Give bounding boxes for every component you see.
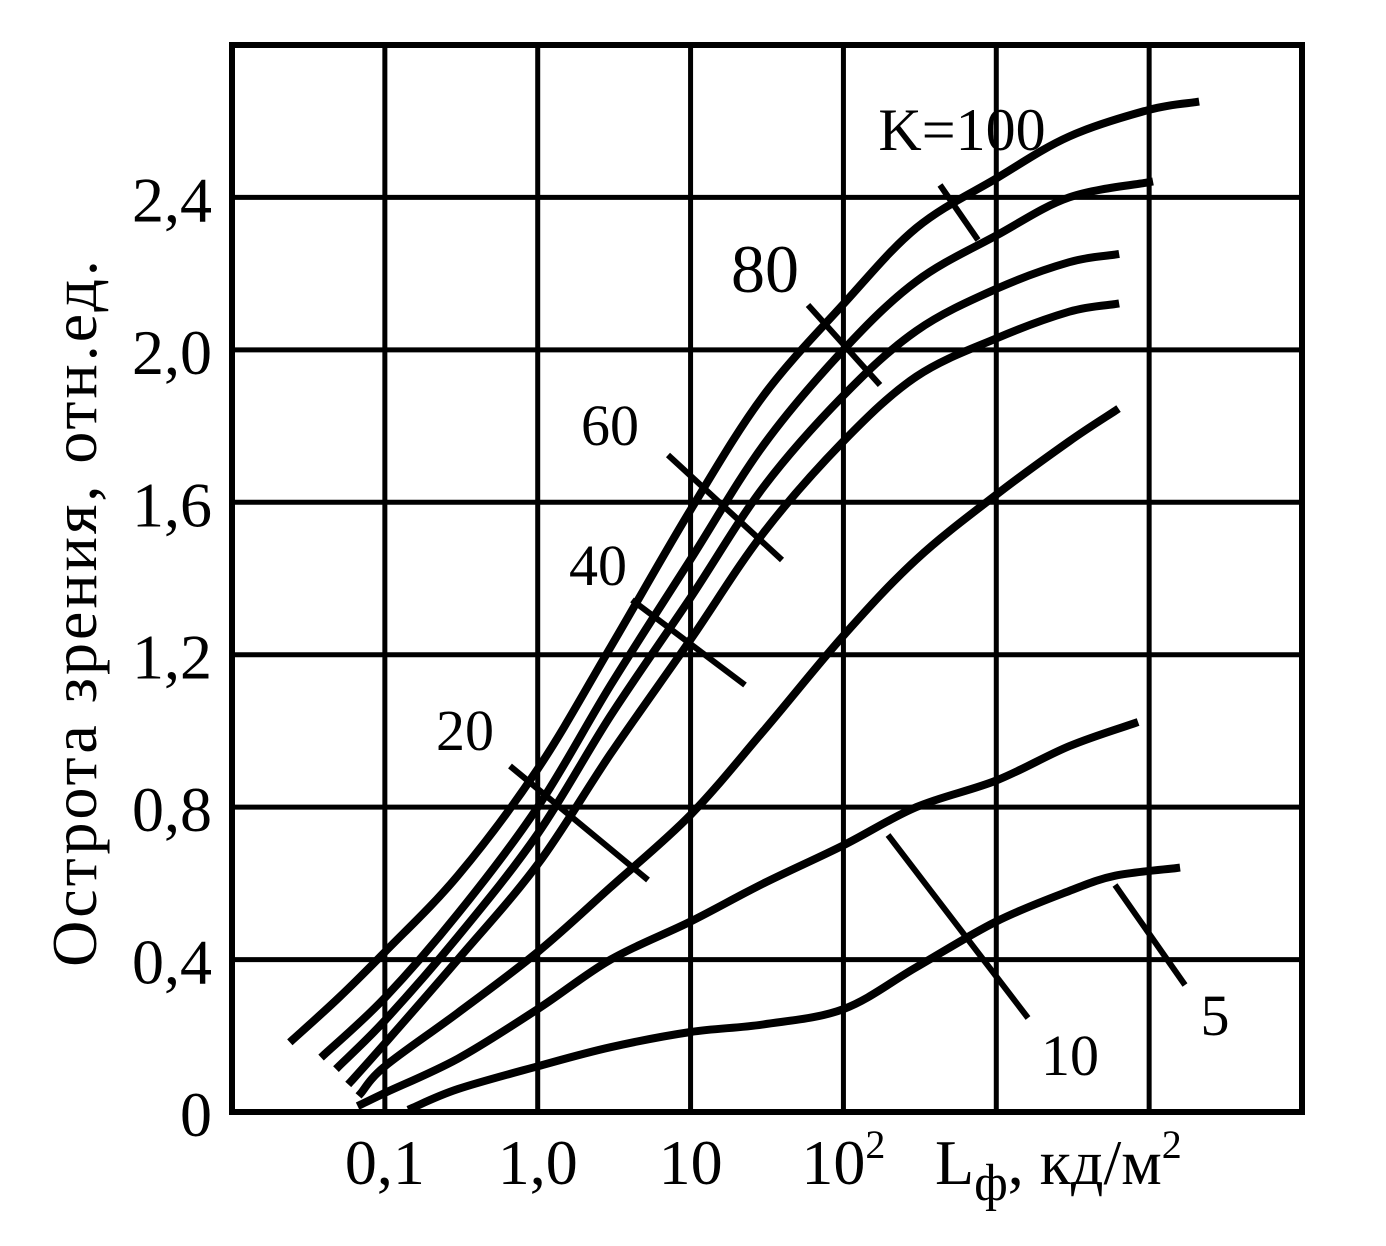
annotation-leader <box>630 597 747 688</box>
series-label: 80 <box>731 231 799 307</box>
labels: 0 0,4 0,8 1,2 1,6 2,0 2,4 0,1 1,0 10 102 Lф, кд/м2 О… <box>39 97 1230 1212</box>
y-tick-label: 0,4 <box>132 927 212 998</box>
series-line <box>333 249 1120 1072</box>
series-label: 5 <box>1201 983 1230 1048</box>
y-tick-label: 1,2 <box>132 622 212 693</box>
series-line <box>345 299 1120 1088</box>
plot-frame <box>229 42 1305 1115</box>
x-axis-label: Lф, кд/м2 <box>935 1122 1182 1212</box>
x-tick-label: 102 <box>801 1122 885 1198</box>
y-axis-label: Острота зрения, отн.ед. <box>39 257 110 967</box>
annotation-leader <box>508 763 650 883</box>
series-line <box>406 863 1181 1114</box>
annotation-leader <box>665 452 785 563</box>
x-tick-label: 1,0 <box>498 1127 578 1198</box>
y-tick-label: 0 <box>180 1079 212 1150</box>
y-tick-label: 2,4 <box>132 164 212 235</box>
series-line <box>318 177 1154 1061</box>
series-label: K=100 <box>878 97 1045 163</box>
series-label: 20 <box>436 698 494 763</box>
series-line <box>355 405 1121 1099</box>
x-tick-label: 10 <box>659 1127 723 1198</box>
annotation-leader <box>885 833 1031 1020</box>
y-tick-label: 2,0 <box>132 317 212 388</box>
x-tick-label: 0,1 <box>345 1127 425 1198</box>
annotation-leader <box>1112 883 1188 987</box>
series-label: 40 <box>569 533 627 598</box>
y-tick-label: 1,6 <box>132 469 212 540</box>
series-line <box>355 718 1140 1110</box>
annotation-leader <box>805 302 883 388</box>
series-label: 60 <box>581 393 639 458</box>
grid <box>229 42 1305 1115</box>
y-tick-label: 0,8 <box>132 774 212 845</box>
series-line <box>287 97 1200 1046</box>
annotation-leader <box>937 183 981 242</box>
curves <box>287 97 1200 1114</box>
annotation-leaders <box>508 183 1188 1020</box>
series-label: 10 <box>1041 1023 1099 1088</box>
